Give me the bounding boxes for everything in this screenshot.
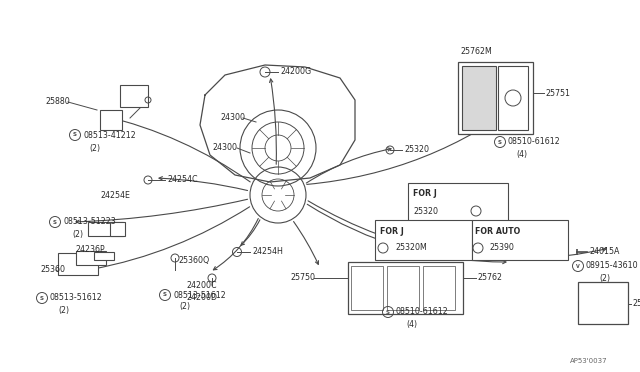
- Text: (2): (2): [58, 305, 70, 314]
- FancyBboxPatch shape: [94, 252, 114, 260]
- FancyBboxPatch shape: [375, 220, 472, 260]
- FancyBboxPatch shape: [387, 266, 419, 310]
- Text: 25880: 25880: [45, 97, 70, 106]
- FancyBboxPatch shape: [100, 110, 122, 130]
- FancyBboxPatch shape: [110, 222, 125, 236]
- Text: 25320M: 25320M: [395, 244, 427, 253]
- Text: 25320: 25320: [404, 145, 429, 154]
- FancyBboxPatch shape: [462, 66, 496, 130]
- Text: 08513-51612: 08513-51612: [50, 294, 103, 302]
- Text: S: S: [73, 132, 77, 138]
- Text: 25390: 25390: [489, 244, 514, 253]
- Text: 24254E: 24254E: [100, 190, 130, 199]
- Text: FOR J: FOR J: [380, 228, 404, 237]
- Text: 08513-51223: 08513-51223: [63, 218, 116, 227]
- Text: 08510-61612: 08510-61612: [508, 138, 561, 147]
- Text: (2): (2): [90, 144, 100, 153]
- Text: (2): (2): [179, 302, 191, 311]
- FancyBboxPatch shape: [458, 62, 533, 134]
- Text: S: S: [498, 140, 502, 144]
- FancyBboxPatch shape: [58, 253, 98, 275]
- Text: (2): (2): [72, 230, 83, 238]
- FancyBboxPatch shape: [408, 183, 508, 225]
- Text: 08513-51612: 08513-51612: [173, 291, 226, 299]
- Text: 24236P: 24236P: [75, 246, 104, 254]
- FancyBboxPatch shape: [423, 266, 455, 310]
- Text: 08513-41212: 08513-41212: [83, 131, 136, 140]
- Text: 25360Q: 25360Q: [178, 257, 209, 266]
- Text: S: S: [40, 295, 44, 301]
- Text: 25210U: 25210U: [632, 299, 640, 308]
- FancyBboxPatch shape: [472, 220, 568, 260]
- Text: 24254H: 24254H: [252, 247, 283, 257]
- FancyBboxPatch shape: [351, 266, 383, 310]
- FancyBboxPatch shape: [498, 66, 528, 130]
- FancyBboxPatch shape: [120, 85, 148, 107]
- Text: 25751: 25751: [545, 89, 570, 97]
- Text: FOR AUTO: FOR AUTO: [475, 228, 520, 237]
- Text: 24200D: 24200D: [186, 294, 217, 302]
- Text: S: S: [163, 292, 167, 298]
- Text: 24200G: 24200G: [280, 67, 311, 77]
- Text: 24200C: 24200C: [186, 282, 216, 291]
- Text: (2): (2): [600, 273, 611, 282]
- Text: 24015A: 24015A: [589, 247, 620, 257]
- Text: S: S: [386, 310, 390, 314]
- Text: 08510-61612: 08510-61612: [396, 308, 449, 317]
- Text: 08915-43610: 08915-43610: [586, 262, 639, 270]
- Text: S: S: [53, 219, 57, 224]
- FancyBboxPatch shape: [76, 251, 106, 265]
- Text: 25762: 25762: [477, 273, 502, 282]
- Text: 24300: 24300: [220, 113, 245, 122]
- FancyBboxPatch shape: [88, 222, 123, 236]
- Text: 24300: 24300: [212, 144, 237, 153]
- Text: V: V: [576, 263, 580, 269]
- Text: 25320: 25320: [413, 206, 438, 215]
- Text: (4): (4): [406, 321, 417, 330]
- Text: 24254C: 24254C: [167, 176, 198, 185]
- Text: 25750: 25750: [290, 273, 315, 282]
- Text: 25360: 25360: [40, 266, 65, 275]
- Text: FOR J: FOR J: [413, 189, 436, 198]
- Text: 25762M: 25762M: [460, 48, 492, 57]
- Text: AP53'0037: AP53'0037: [570, 358, 608, 364]
- Text: (4): (4): [516, 150, 527, 158]
- FancyBboxPatch shape: [348, 262, 463, 314]
- FancyBboxPatch shape: [578, 282, 628, 324]
